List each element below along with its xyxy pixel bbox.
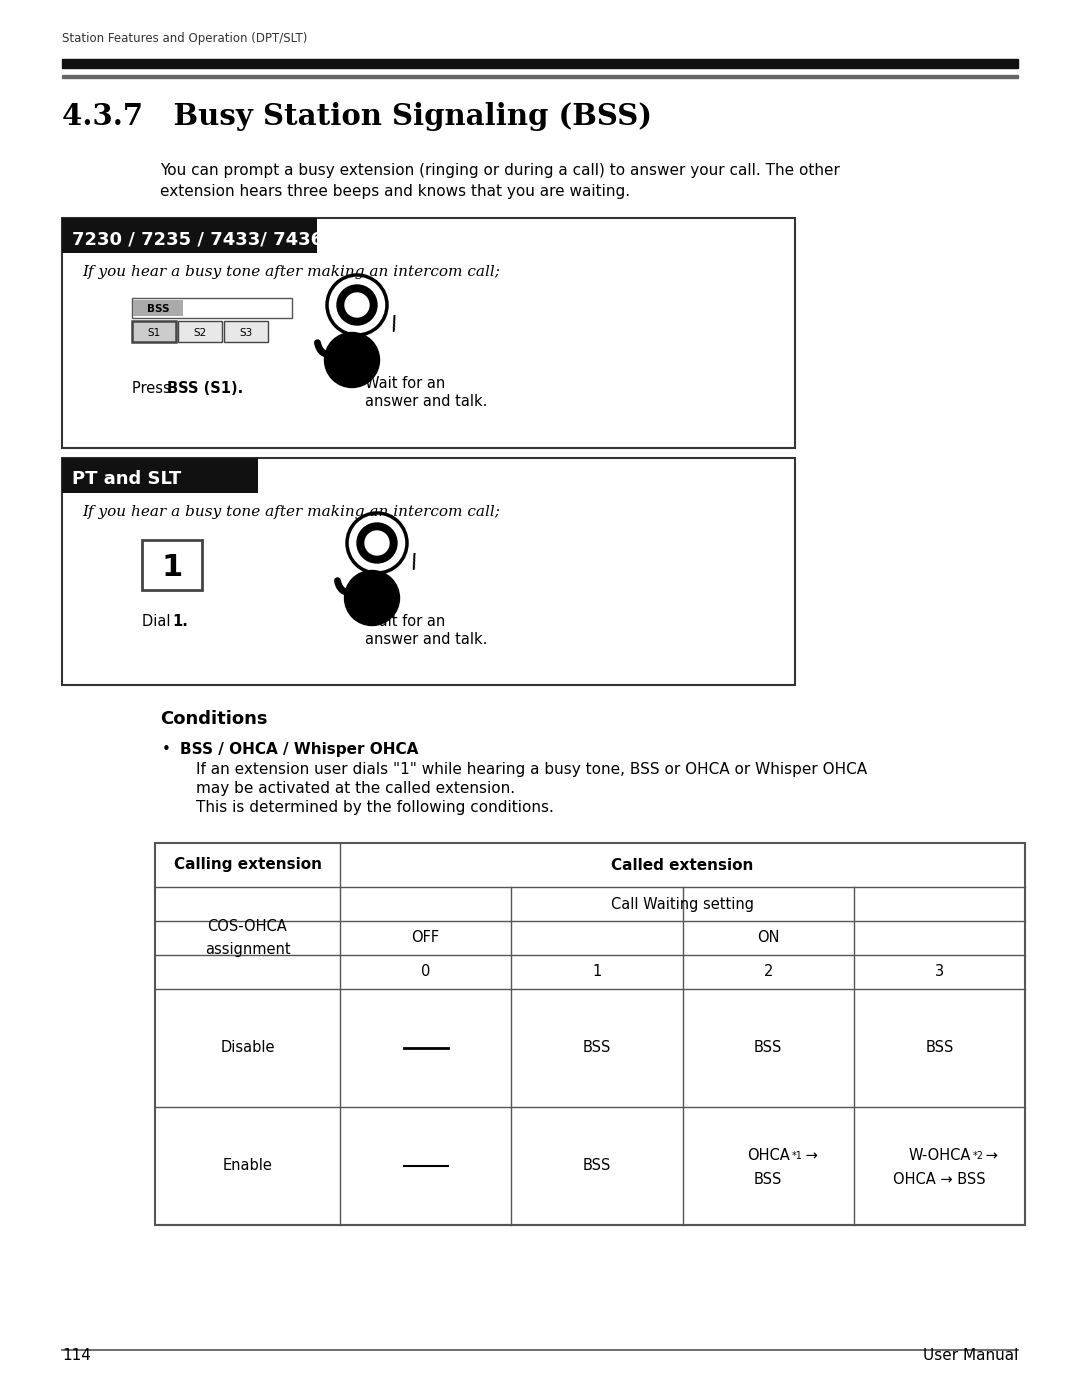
Bar	[178, 321, 222, 342]
Bar	[141, 541, 202, 590]
Text: BSS: BSS	[754, 1172, 782, 1187]
Text: →: →	[982, 1148, 998, 1164]
Text: You can prompt a busy extension (ringing or during a call) to answer your call. : You can prompt a busy extension (ringing…	[160, 163, 840, 177]
Text: /: /	[409, 552, 421, 571]
Bar	[156, 842, 1025, 1225]
Text: BSS: BSS	[754, 1041, 782, 1056]
Text: BSS: BSS	[583, 1041, 611, 1056]
Text: W-OHCA: W-OHCA	[908, 1148, 971, 1164]
Text: *2: *2	[972, 1151, 984, 1161]
Text: BSS (S1).: BSS (S1).	[167, 381, 243, 395]
Text: BSS: BSS	[926, 1041, 954, 1056]
Bar	[62, 218, 318, 253]
Text: Press: Press	[132, 381, 175, 395]
Text: OFF: OFF	[411, 930, 440, 946]
Text: may be activated at the called extension.: may be activated at the called extension…	[195, 781, 515, 796]
Text: This is determined by the following conditions.: This is determined by the following cond…	[195, 800, 554, 814]
Text: Call Waiting setting: Call Waiting setting	[611, 897, 754, 911]
Text: Enable: Enable	[222, 1158, 272, 1173]
Text: If you hear a busy tone after making an intercom call;: If you hear a busy tone after making an …	[82, 504, 500, 520]
Text: COS-OHCA
assignment: COS-OHCA assignment	[205, 919, 291, 957]
Circle shape	[365, 531, 389, 555]
Text: S1: S1	[147, 327, 161, 338]
Text: answer and talk.: answer and talk.	[365, 394, 487, 409]
Bar	[62, 458, 258, 493]
Bar	[62, 59, 1018, 68]
Text: Conditions: Conditions	[160, 710, 268, 728]
Bar	[62, 75, 1018, 78]
Circle shape	[345, 293, 369, 317]
Text: BSS: BSS	[583, 1158, 611, 1173]
Text: If you hear a busy tone after making an intercom call;: If you hear a busy tone after making an …	[82, 265, 500, 279]
Text: OHCA: OHCA	[746, 1148, 789, 1164]
Text: S2: S2	[193, 327, 206, 338]
Text: extension hears three beeps and knows that you are waiting.: extension hears three beeps and knows th…	[160, 184, 630, 198]
Bar	[62, 458, 795, 685]
Circle shape	[337, 285, 377, 326]
Text: 4.3.7   Busy Station Signaling (BSS): 4.3.7 Busy Station Signaling (BSS)	[62, 102, 652, 131]
Text: →: →	[801, 1148, 818, 1164]
Text: Station Features and Operation (DPT/SLT): Station Features and Operation (DPT/SLT)	[62, 32, 308, 45]
Circle shape	[357, 522, 397, 563]
Text: 3: 3	[935, 964, 944, 979]
Bar	[133, 300, 183, 316]
Text: /: /	[389, 314, 401, 334]
Text: 2: 2	[764, 964, 773, 979]
Text: BSS: BSS	[147, 305, 170, 314]
Text: Calling extension: Calling extension	[174, 858, 322, 873]
Text: User Manual: User Manual	[922, 1348, 1018, 1363]
Bar	[132, 321, 176, 342]
Text: Called extension: Called extension	[611, 858, 754, 873]
Bar	[132, 298, 292, 319]
Text: 0: 0	[421, 964, 430, 979]
Text: OHCA → BSS: OHCA → BSS	[893, 1172, 986, 1187]
Text: 1.: 1.	[172, 615, 188, 629]
Bar	[62, 218, 795, 448]
Text: answer and talk.: answer and talk.	[365, 631, 487, 647]
Text: 114: 114	[62, 1348, 91, 1363]
Text: BSS / OHCA / Whisper OHCA: BSS / OHCA / Whisper OHCA	[180, 742, 418, 757]
Text: Wait for an: Wait for an	[365, 376, 445, 391]
Text: *1: *1	[792, 1151, 804, 1161]
Text: 1: 1	[592, 964, 602, 979]
Text: S3: S3	[240, 327, 253, 338]
Text: PT and SLT: PT and SLT	[72, 469, 181, 488]
Text: If an extension user dials "1" while hearing a busy tone, BSS or OHCA or Whisper: If an extension user dials "1" while hea…	[195, 761, 867, 777]
Bar	[224, 321, 268, 342]
Ellipse shape	[324, 332, 379, 387]
Text: 7230 / 7235 / 7433/ 7436: 7230 / 7235 / 7433/ 7436	[72, 231, 323, 249]
Ellipse shape	[345, 570, 400, 626]
Text: ON: ON	[757, 930, 780, 946]
Text: •: •	[162, 742, 171, 757]
Text: 1: 1	[161, 552, 183, 581]
Text: Disable: Disable	[220, 1041, 274, 1056]
Text: Dial: Dial	[141, 615, 175, 629]
Text: Wait for an: Wait for an	[365, 615, 445, 629]
